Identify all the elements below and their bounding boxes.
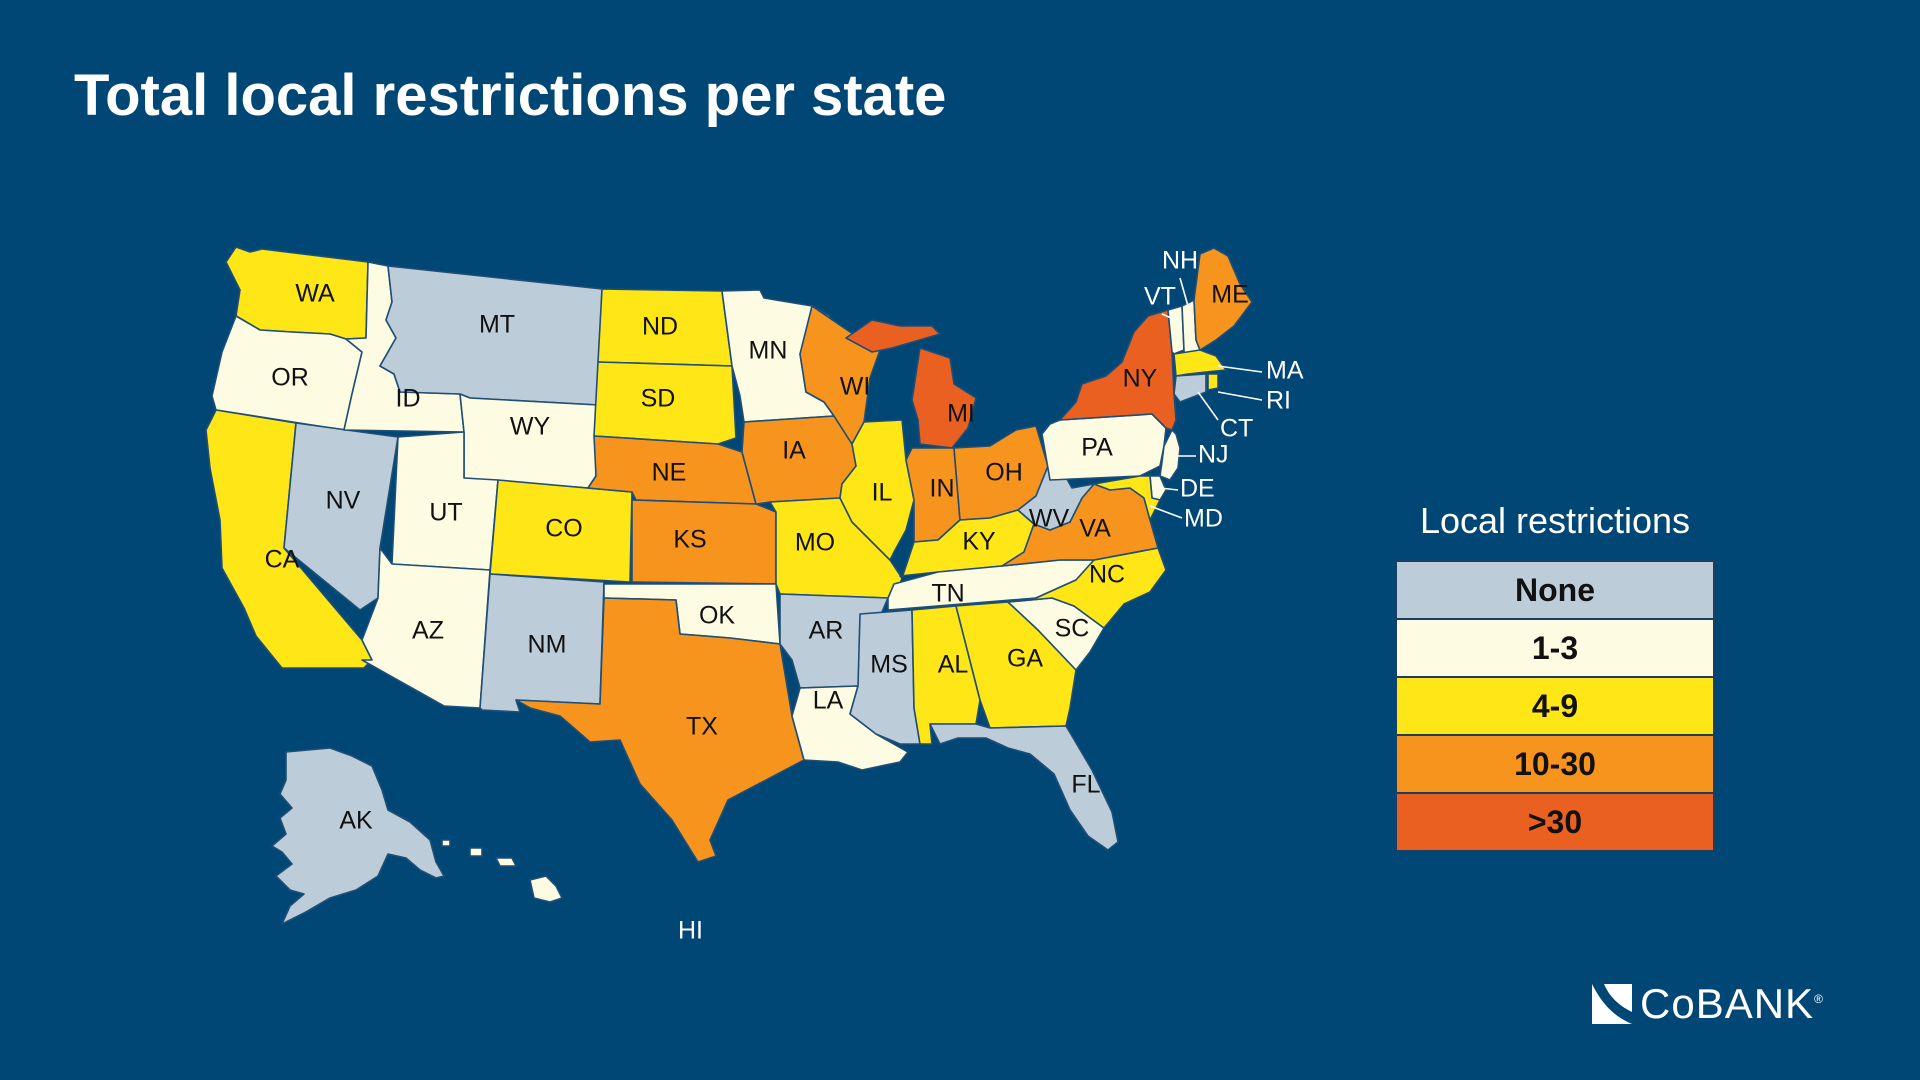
- state-ma: [1173, 349, 1227, 377]
- state-label-nm: NM: [528, 631, 567, 659]
- state-label-wa: WA: [295, 280, 335, 308]
- state-label-sd: SD: [641, 385, 676, 413]
- state-label-al: AL: [938, 651, 969, 679]
- state-label-tx: TX: [686, 713, 718, 741]
- state-label-nd: ND: [642, 313, 678, 341]
- state-label-ks: KS: [673, 526, 706, 554]
- state-label-ca: CA: [265, 546, 300, 574]
- leader-line-de: [1159, 487, 1179, 491]
- legend-list: None 1-3 4-9 10-30 >30: [1395, 560, 1715, 852]
- leader-line-ri: [1217, 391, 1263, 401]
- legend: Local restrictions None 1-3 4-9 10-30 >30: [1395, 500, 1715, 852]
- state-nc: [1007, 547, 1167, 629]
- state-il: [839, 419, 915, 561]
- state-label-mo: MO: [795, 529, 835, 557]
- legend-title: Local restrictions: [1419, 500, 1691, 541]
- legend-item: 1-3: [1397, 620, 1713, 678]
- state-ct: [1173, 373, 1207, 403]
- state-label-az: AZ: [412, 617, 444, 645]
- state-label-va: VA: [1079, 515, 1111, 543]
- state-label-ga: GA: [1007, 645, 1043, 673]
- state-label-md: MD: [1184, 505, 1223, 533]
- state-label-nv: NV: [326, 487, 361, 515]
- state-label-ms: MS: [870, 651, 908, 679]
- state-label-oh: OH: [985, 459, 1023, 487]
- state-ri: [1207, 373, 1219, 391]
- brand-name: CoBANK®: [1640, 980, 1824, 1027]
- state-md: [1093, 475, 1161, 521]
- legend-item: >30: [1397, 794, 1713, 850]
- cobank-logo: CoBANK®: [1590, 980, 1824, 1028]
- state-label-wi: WI: [840, 373, 871, 401]
- leader-line-vt: [1161, 313, 1177, 321]
- state-me: [1193, 247, 1253, 351]
- state-pa: [1041, 413, 1167, 481]
- state-label-il: IL: [872, 479, 893, 507]
- state-label-ar: AR: [809, 617, 844, 645]
- legend-item: 4-9: [1397, 678, 1713, 736]
- state-label-vt: VT: [1144, 283, 1176, 311]
- state-label-nj: NJ: [1198, 441, 1229, 469]
- state-sd: [593, 361, 737, 445]
- state-label-ny: NY: [1123, 365, 1158, 393]
- leader-line-nh: [1179, 277, 1189, 307]
- state-label-hi: HI: [678, 917, 703, 945]
- state-hi: [441, 839, 563, 903]
- leader-line-ct: [1197, 391, 1219, 421]
- state-label-de: DE: [1180, 475, 1215, 503]
- cobank-logo-icon: [1592, 984, 1632, 1024]
- leader-line-ma: [1217, 365, 1263, 373]
- state-wy: [459, 393, 599, 489]
- state-label-ok: OK: [699, 602, 735, 630]
- state-label-sc: SC: [1055, 615, 1090, 643]
- state-label-wv: WV: [1029, 505, 1070, 533]
- state-label-nh: NH: [1162, 247, 1198, 275]
- state-label-pa: PA: [1081, 434, 1113, 462]
- state-label-in: IN: [930, 475, 955, 503]
- state-label-or: OR: [271, 364, 309, 392]
- state-label-ky: KY: [962, 528, 996, 556]
- state-label-id: ID: [396, 385, 421, 413]
- map-title: Total local restrictions per state: [74, 63, 947, 128]
- state-label-ne: NE: [652, 459, 687, 487]
- state-nj: [1159, 429, 1181, 481]
- state-label-ia: IA: [782, 437, 806, 465]
- state-label-tn: TN: [931, 580, 964, 608]
- state-label-co: CO: [545, 515, 583, 543]
- state-label-ri: RI: [1266, 387, 1291, 415]
- state-label-fl: FL: [1071, 771, 1100, 799]
- state-ak: [271, 747, 445, 925]
- state-ca: [205, 409, 373, 669]
- state-fl: [929, 723, 1119, 851]
- leader-line-md: [1149, 505, 1183, 519]
- state-label-nc: NC: [1089, 561, 1125, 589]
- state-label-ak: AK: [339, 807, 373, 835]
- state-label-mi: MI: [947, 400, 975, 428]
- state-label-ct: CT: [1220, 415, 1253, 443]
- state-label-me: ME: [1211, 281, 1249, 309]
- state-tx: [515, 597, 805, 863]
- state-label-ma: MA: [1266, 357, 1304, 385]
- state-label-mn: MN: [749, 337, 788, 365]
- state-label-wy: WY: [510, 413, 551, 441]
- state-ny: [1059, 309, 1177, 431]
- legend-item: None: [1397, 562, 1713, 620]
- state-label-la: LA: [813, 687, 844, 715]
- state-mi: [845, 319, 977, 449]
- state-label-ut: UT: [429, 499, 462, 527]
- legend-item: 10-30: [1397, 736, 1713, 794]
- state-label-mt: MT: [479, 311, 515, 339]
